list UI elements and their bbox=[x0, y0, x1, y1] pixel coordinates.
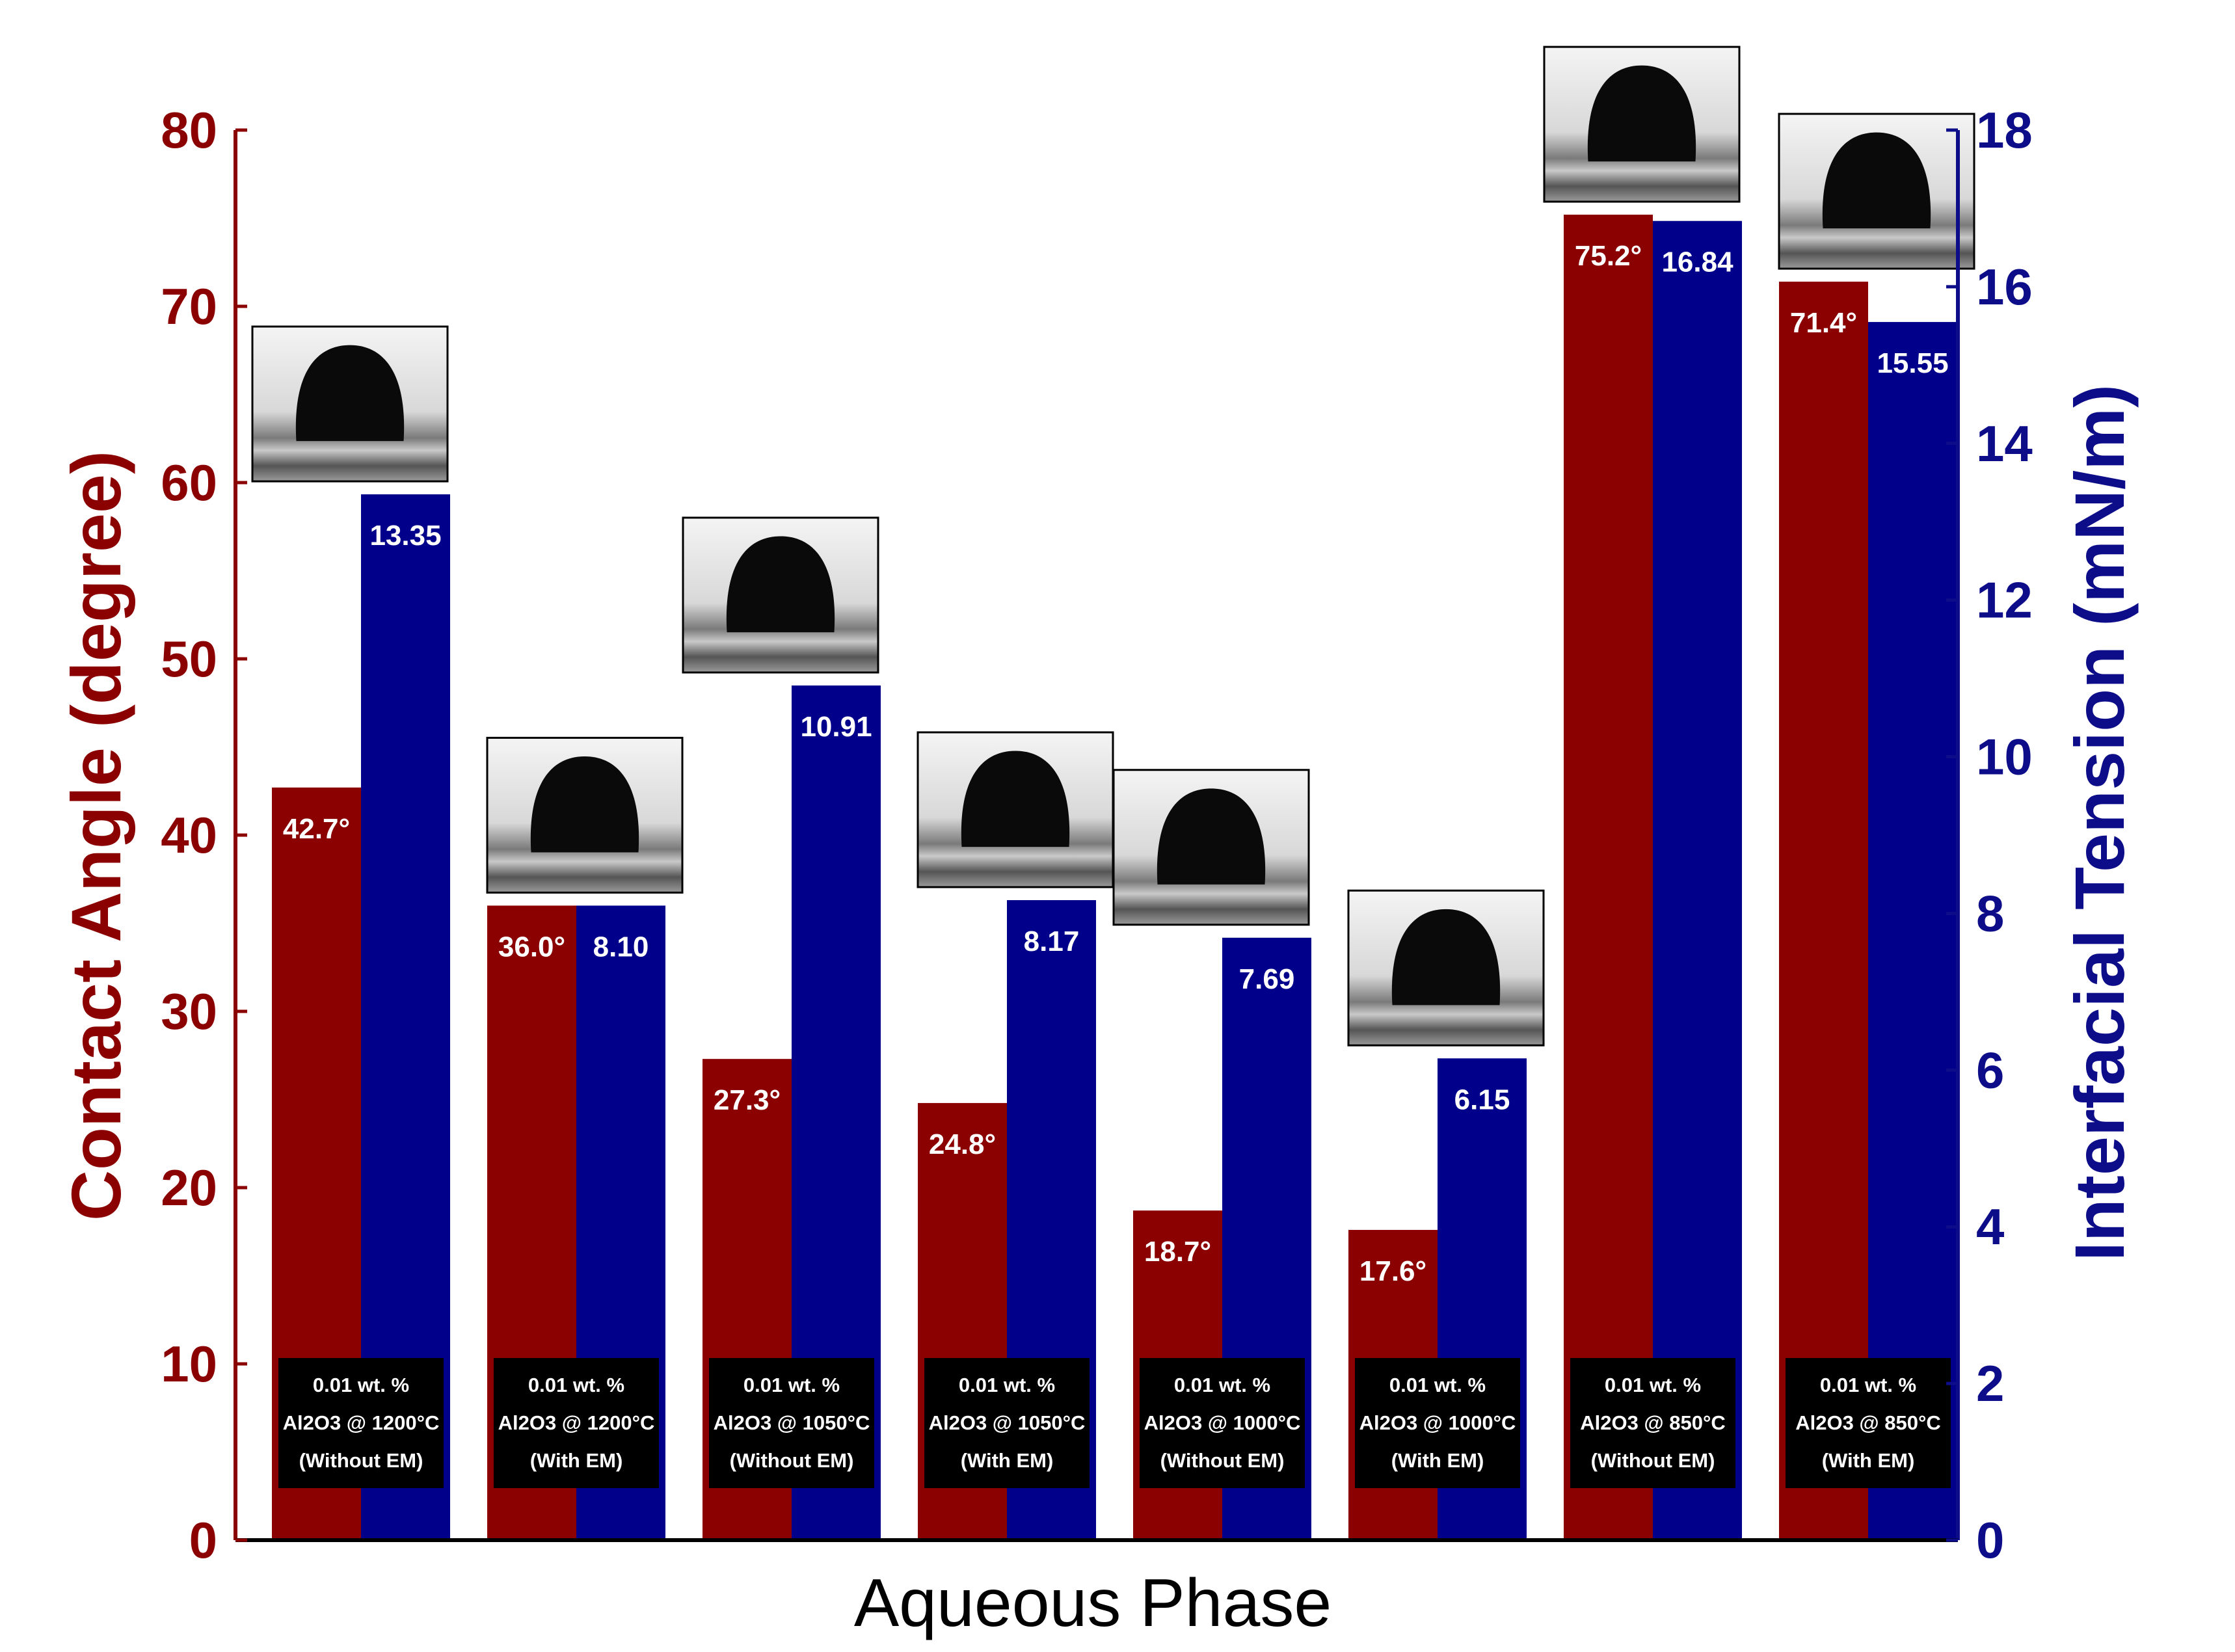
condition-line-concentration: 0.01 wt. % bbox=[743, 1374, 840, 1396]
droplet-image bbox=[682, 516, 879, 674]
condition-label-box bbox=[1570, 1358, 1735, 1488]
droplet-shape bbox=[726, 536, 835, 633]
condition-label-box bbox=[1140, 1358, 1305, 1488]
condition-line-treatment: (With EM) bbox=[1391, 1449, 1484, 1472]
droplet-shape bbox=[1391, 909, 1501, 1006]
contact-angle-value-label: 27.3° bbox=[714, 1084, 781, 1116]
condition-line-concentration: 0.01 wt. % bbox=[313, 1374, 409, 1396]
ift-value-label: 7.69 bbox=[1239, 963, 1295, 995]
condition-label-box bbox=[1786, 1358, 1951, 1488]
ift-bar bbox=[1868, 322, 1957, 1541]
droplet-image bbox=[1112, 769, 1310, 926]
condition-label-box bbox=[924, 1358, 1090, 1488]
contact-angle-value-label: 42.7° bbox=[283, 813, 350, 845]
contact-angle-value-label: 75.2° bbox=[1575, 240, 1642, 272]
contact-angle-value-label: 18.7° bbox=[1144, 1236, 1211, 1268]
y-left-tick-label: 10 bbox=[161, 1335, 217, 1392]
condition-line-material: Al2O3 @ 850°C bbox=[1580, 1411, 1726, 1434]
ift-value-label: 10.91 bbox=[800, 711, 872, 743]
condition-line-material: Al2O3 @ 1200°C bbox=[283, 1411, 440, 1434]
condition-label-box bbox=[494, 1358, 659, 1488]
droplet-image bbox=[486, 736, 684, 894]
condition-line-treatment: (Without EM) bbox=[299, 1449, 423, 1472]
y-left-tick-label: 40 bbox=[161, 806, 217, 864]
contact-angle-value-label: 36.0° bbox=[498, 931, 565, 963]
y-right-tick-label: 10 bbox=[1976, 728, 2033, 786]
condition-line-material: Al2O3 @ 850°C bbox=[1795, 1411, 1941, 1434]
condition-line-treatment: (With EM) bbox=[1822, 1449, 1915, 1472]
y-right-tick-label: 0 bbox=[1976, 1512, 2004, 1569]
condition-labels-layer: 0.01 wt. % Al2O3 @ 1200°C (Without EM) 0.01… bbox=[278, 1358, 1951, 1488]
value-labels-layer: 42.7° 13.35 36.0° 8.10 27.3° 10.91 24.8° 8.17 18… bbox=[283, 240, 1949, 1287]
condition-line-treatment: (Without EM) bbox=[1160, 1449, 1285, 1472]
ift-value-label: 8.10 bbox=[593, 931, 649, 963]
y-right-tick-label: 14 bbox=[1976, 415, 2033, 472]
contact-angle-value-label: 24.8° bbox=[929, 1128, 996, 1160]
condition-line-concentration: 0.01 wt. % bbox=[959, 1374, 1055, 1396]
y-axis-left-title: Contact Angle (degree) bbox=[57, 451, 135, 1221]
droplet-image bbox=[1347, 889, 1545, 1046]
y-left-tick-label: 70 bbox=[161, 278, 217, 335]
condition-line-concentration: 0.01 wt. % bbox=[1605, 1374, 1701, 1396]
droplet-image bbox=[1778, 113, 1975, 270]
ift-bar bbox=[1653, 220, 1742, 1540]
y-right-tick-label: 18 bbox=[1976, 101, 2033, 159]
ticks-layer: 0 10 20 30 40 50 60 70 80 0 2 4 6 8 10 12 14 16 18 bbox=[161, 101, 2033, 1569]
contact-angle-bar bbox=[1779, 282, 1868, 1540]
condition-line-concentration: 0.01 wt. % bbox=[1389, 1374, 1486, 1396]
y-right-tick-label: 2 bbox=[1976, 1355, 2004, 1412]
ift-value-label: 8.17 bbox=[1024, 926, 1080, 957]
condition-line-material: Al2O3 @ 1050°C bbox=[929, 1411, 1086, 1434]
condition-label-box bbox=[1355, 1358, 1520, 1488]
y-left-tick-label: 20 bbox=[161, 1159, 217, 1216]
condition-line-treatment: (Without EM) bbox=[730, 1449, 854, 1472]
y-left-tick-label: 30 bbox=[161, 983, 217, 1040]
ift-value-label: 15.55 bbox=[1877, 347, 1948, 379]
droplet-image bbox=[251, 325, 449, 483]
condition-line-concentration: 0.01 wt. % bbox=[528, 1374, 624, 1396]
condition-label-box bbox=[278, 1358, 444, 1488]
droplet-image bbox=[1543, 46, 1741, 203]
droplet-images-layer bbox=[251, 46, 1975, 1046]
condition-line-treatment: (With EM) bbox=[961, 1449, 1054, 1472]
contact-angle-bar bbox=[1564, 215, 1653, 1541]
droplet-shape bbox=[1587, 65, 1696, 162]
condition-label-box bbox=[709, 1358, 874, 1488]
y-left-tick-label: 60 bbox=[161, 454, 217, 511]
condition-line-treatment: (Without EM) bbox=[1591, 1449, 1715, 1472]
y-left-tick-label: 0 bbox=[189, 1512, 217, 1569]
ift-value-label: 16.84 bbox=[1661, 246, 1733, 278]
y-right-tick-label: 4 bbox=[1976, 1198, 2004, 1255]
ift-value-label: 13.35 bbox=[369, 520, 441, 552]
condition-line-treatment: (With EM) bbox=[530, 1449, 623, 1472]
droplet-shape bbox=[1822, 132, 1931, 229]
condition-line-material: Al2O3 @ 1000°C bbox=[1144, 1411, 1301, 1434]
y-left-tick-label: 80 bbox=[161, 101, 217, 159]
y-right-tick-label: 8 bbox=[1976, 885, 2004, 942]
condition-line-concentration: 0.01 wt. % bbox=[1174, 1374, 1270, 1396]
droplet-shape bbox=[1157, 788, 1266, 885]
y-right-tick-label: 16 bbox=[1976, 258, 2033, 315]
condition-line-material: Al2O3 @ 1050°C bbox=[714, 1411, 870, 1434]
droplet-shape bbox=[530, 756, 639, 853]
x-axis-title: Aqueous Phase bbox=[854, 1565, 1332, 1641]
contact-angle-value-label: 71.4° bbox=[1790, 307, 1857, 339]
y-right-tick-label: 12 bbox=[1976, 572, 2033, 629]
y-left-tick-label: 50 bbox=[161, 630, 217, 687]
condition-line-material: Al2O3 @ 1200°C bbox=[498, 1411, 655, 1434]
contact-angle-value-label: 17.6° bbox=[1359, 1255, 1426, 1287]
droplet-shape bbox=[961, 751, 1070, 847]
droplet-shape bbox=[295, 345, 405, 442]
droplet-image bbox=[917, 731, 1114, 888]
ift-value-label: 6.15 bbox=[1454, 1084, 1510, 1115]
y-axis-right-title: Interfacial Tension (mN/m) bbox=[2060, 384, 2139, 1261]
condition-line-concentration: 0.01 wt. % bbox=[1820, 1374, 1916, 1396]
y-right-tick-label: 6 bbox=[1976, 1041, 2004, 1099]
condition-line-material: Al2O3 @ 1000°C bbox=[1359, 1411, 1516, 1434]
